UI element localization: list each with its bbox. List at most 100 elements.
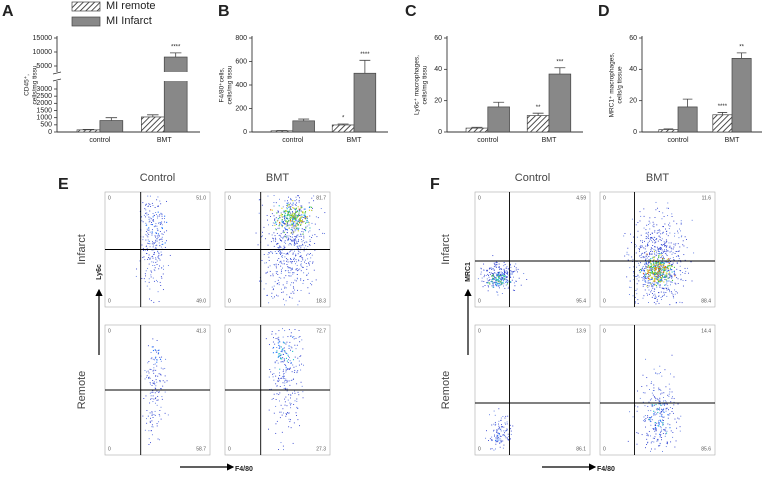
event-dot bbox=[286, 294, 288, 296]
event-dot bbox=[676, 268, 678, 270]
event-dot bbox=[670, 247, 672, 249]
event-dot bbox=[498, 267, 500, 269]
event-dot bbox=[300, 256, 302, 257]
event-dot bbox=[659, 279, 661, 282]
panel-letter: D bbox=[598, 3, 610, 20]
event-dot bbox=[290, 212, 291, 214]
event-dot bbox=[641, 269, 643, 272]
event-dot bbox=[277, 279, 279, 281]
event-dot bbox=[495, 284, 496, 286]
event-dot bbox=[661, 439, 662, 441]
event-dot bbox=[664, 284, 666, 286]
event-dot bbox=[642, 255, 644, 257]
event-dot bbox=[148, 281, 150, 283]
event-dot bbox=[660, 251, 662, 253]
event-dot bbox=[309, 206, 311, 208]
event-dot bbox=[300, 224, 302, 226]
event-dot bbox=[301, 339, 303, 341]
event-dot bbox=[297, 269, 299, 271]
event-dot bbox=[158, 349, 160, 351]
event-dot bbox=[668, 228, 670, 230]
event-dot bbox=[310, 257, 312, 259]
error-bar bbox=[337, 123, 349, 125]
event-dot bbox=[299, 256, 301, 258]
event-dot bbox=[269, 265, 271, 267]
event-dot bbox=[668, 409, 669, 411]
y-tick-label: 0 bbox=[633, 129, 637, 136]
event-dot bbox=[654, 430, 656, 432]
event-dot bbox=[294, 224, 296, 226]
event-dot bbox=[305, 263, 307, 264]
event-dot bbox=[294, 217, 296, 220]
event-dot bbox=[671, 279, 674, 281]
event-dot bbox=[650, 398, 652, 400]
event-dot bbox=[668, 414, 670, 416]
event-dot bbox=[670, 268, 672, 271]
event-dot bbox=[654, 274, 656, 277]
event-dot bbox=[279, 250, 281, 252]
significance: **** bbox=[360, 52, 370, 58]
event-dot bbox=[159, 358, 162, 360]
event-dot bbox=[516, 271, 518, 273]
event-dot bbox=[650, 267, 652, 269]
event-dot bbox=[297, 391, 299, 393]
event-dot bbox=[308, 272, 309, 274]
flow-plot: 0 4.590 95.4 bbox=[474, 191, 591, 308]
x-axis-label: F4/80 bbox=[597, 466, 615, 473]
event-dot bbox=[288, 206, 290, 208]
event-dot bbox=[297, 247, 299, 249]
event-dot bbox=[654, 280, 656, 282]
event-dot bbox=[656, 413, 658, 415]
event-dot bbox=[303, 216, 305, 218]
event-dot bbox=[304, 211, 307, 213]
event-dot bbox=[299, 425, 301, 427]
event-dot bbox=[663, 269, 665, 271]
event-dot bbox=[151, 412, 153, 414]
event-dot bbox=[149, 257, 151, 259]
event-dot bbox=[286, 207, 288, 209]
event-dot bbox=[294, 236, 296, 238]
event-dot bbox=[284, 210, 286, 213]
event-dot bbox=[655, 278, 658, 280]
event-dot bbox=[659, 272, 661, 274]
event-dot bbox=[632, 258, 634, 260]
event-dot bbox=[290, 197, 292, 199]
event-dot bbox=[292, 336, 294, 338]
event-dot bbox=[640, 215, 642, 217]
event-dot bbox=[294, 369, 296, 371]
event-dot bbox=[157, 291, 159, 293]
event-dot bbox=[671, 281, 673, 283]
event-dot bbox=[297, 289, 298, 291]
event-dot bbox=[271, 292, 273, 294]
event-dot bbox=[280, 262, 282, 264]
event-dot bbox=[507, 268, 509, 270]
event-dot bbox=[642, 284, 644, 285]
event-dot bbox=[492, 282, 494, 284]
event-dot bbox=[290, 215, 292, 217]
event-dot bbox=[285, 366, 287, 368]
event-dot bbox=[282, 216, 284, 218]
event-dot bbox=[154, 359, 155, 361]
event-dot bbox=[662, 424, 664, 426]
quadrant-value: 0 bbox=[108, 328, 111, 334]
event-dot bbox=[662, 416, 664, 418]
event-dot bbox=[658, 269, 660, 271]
event-dot bbox=[282, 361, 284, 363]
event-dot bbox=[682, 240, 684, 242]
event-dot bbox=[267, 294, 268, 296]
event-dot bbox=[289, 204, 291, 206]
event-dot bbox=[661, 409, 663, 411]
event-dot bbox=[291, 297, 293, 299]
event-dot bbox=[286, 204, 288, 206]
event-dot bbox=[141, 244, 143, 246]
event-dot bbox=[651, 237, 653, 239]
event-dot bbox=[298, 199, 300, 201]
event-dot bbox=[285, 371, 287, 373]
event-dot bbox=[275, 338, 277, 339]
event-dot bbox=[655, 252, 657, 254]
event-dot bbox=[653, 273, 655, 275]
event-dot bbox=[274, 235, 276, 237]
event-dot bbox=[497, 441, 499, 443]
event-dot bbox=[289, 421, 291, 423]
event-dot bbox=[677, 243, 679, 245]
